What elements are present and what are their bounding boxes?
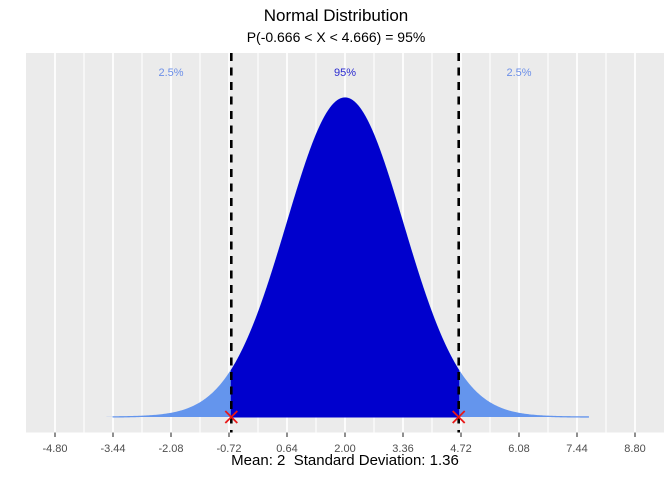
right-tail-percentage-label: 2.5% <box>506 67 531 79</box>
x-tick-label: 8.80 <box>624 443 645 455</box>
x-tick-label: -2.08 <box>158 443 183 455</box>
chart-title: Normal Distribution <box>263 6 409 25</box>
x-tick-label: -0.72 <box>216 443 241 455</box>
x-tick-label: 7.44 <box>566 443 587 455</box>
x-axis-caption: Mean: 2 Standard Deviation: 1.36 <box>231 452 459 469</box>
chart-subtitle: P(-0.666 < X < 4.666) = 95% <box>246 29 426 45</box>
x-tick-label: 4.72 <box>450 443 471 455</box>
x-tick-label: 3.36 <box>392 443 413 455</box>
x-tick-label: 2.00 <box>334 443 355 455</box>
center-percentage-label: 95% <box>334 67 356 79</box>
x-tick-label: 6.08 <box>508 443 529 455</box>
lower-bound-x-mark <box>224 410 238 424</box>
upper-bound-x-mark <box>452 410 466 424</box>
center-area <box>230 97 460 418</box>
x-tick-label: -4.80 <box>42 443 67 455</box>
left-tail-percentage-label: 2.5% <box>158 67 183 79</box>
x-tick-label: -3.44 <box>100 443 125 455</box>
x-tick-label: 0.64 <box>276 443 297 455</box>
